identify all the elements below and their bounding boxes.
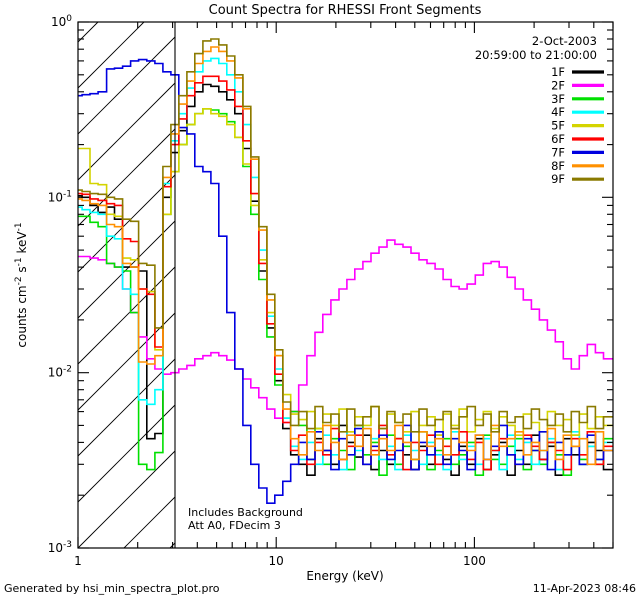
y-axis-label: counts cm-2 s-1 keV-1: [14, 222, 29, 347]
series-line-9f: [78, 38, 613, 433]
plot-frame: [77, 21, 614, 549]
chart-title: Count Spectra for RHESSI Front Segments: [209, 3, 482, 18]
legend-label-5f: 5F: [551, 119, 565, 133]
y-tick-label: 10-3: [48, 540, 72, 555]
hatch-line: [77, 220, 176, 319]
legend-label-6f: 6F: [551, 132, 565, 146]
footer-timestamp: 11-Apr-2023 08:46: [533, 582, 636, 595]
y-tick-labels: 100 10-1 10-2 10-3: [48, 14, 73, 555]
hatch-line: [77, 358, 176, 457]
background-note: Includes Background: [188, 506, 303, 519]
series-line-6f: [78, 75, 613, 471]
legend-label-9f: 9F: [551, 172, 565, 186]
attenuator-note: Att A0, FDecim 3: [188, 519, 281, 532]
axis-ticks: [77, 21, 614, 549]
y-tick-label: 100: [51, 14, 72, 29]
hatch-line: [77, 174, 176, 273]
legend-label-8f: 8F: [551, 159, 565, 173]
series-line-8f: [78, 46, 613, 466]
hatch-line: [77, 266, 176, 365]
legend-label-4f: 4F: [551, 105, 565, 119]
series-layer: [78, 38, 613, 504]
observation-date: 2-Oct-2003: [532, 34, 597, 48]
hatch-line: [77, 312, 176, 411]
series-line-1f: [78, 83, 613, 476]
hatch-line: [77, 36, 176, 135]
hatch-line: [77, 450, 176, 549]
legend-label-1f: 1F: [551, 65, 565, 79]
hatch-line: [77, 82, 176, 181]
observation-time-range: 20:59:00 to 21:00:00: [475, 48, 597, 62]
series-line-7f: [78, 58, 613, 504]
hatch-line: [77, 21, 145, 89]
series-line-3f: [78, 108, 613, 476]
series-line-5f: [78, 108, 613, 436]
y-tick-label: 10-2: [48, 365, 72, 380]
hatch-line: [77, 128, 176, 227]
x-tick-label: 1: [74, 554, 82, 568]
series-line-4f: [78, 57, 613, 471]
y-tick-label: 10-1: [48, 189, 72, 204]
hatch-line: [123, 496, 176, 549]
x-axis-label: Energy (keV): [306, 569, 383, 583]
footer-generator: Generated by hsi_min_spectra_plot.pro: [4, 582, 220, 595]
hatch-line: [77, 404, 176, 503]
x-tick-labels: 1 10 100: [74, 554, 486, 568]
x-tick-label: 10: [269, 554, 284, 568]
hatched-region: [77, 21, 176, 549]
x-tick-label: 100: [463, 554, 486, 568]
legend-label-7f: 7F: [551, 145, 565, 159]
series-line-2f: [78, 239, 613, 424]
legend-label-3f: 3F: [551, 92, 565, 106]
legend-label-2f: 2F: [551, 78, 565, 92]
